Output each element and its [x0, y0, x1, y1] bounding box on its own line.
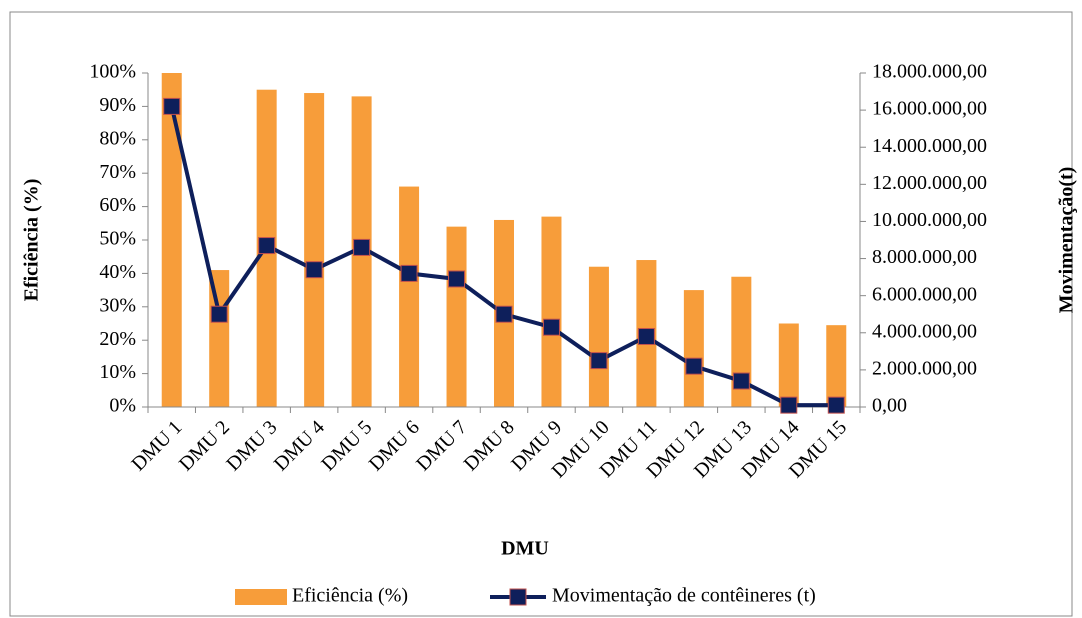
marker	[353, 238, 371, 256]
y-tick-label: 30%	[99, 294, 136, 316]
y2-tick-label: 2.000.000,00	[872, 357, 977, 379]
y2-tick-label: 16.000.000,00	[872, 98, 987, 120]
marker	[827, 396, 845, 414]
marker	[637, 327, 655, 345]
marker	[305, 261, 323, 279]
bar	[541, 216, 562, 407]
legend-swatch	[235, 589, 287, 605]
chart-frame	[9, 11, 1073, 617]
y2-axis-title: Movimentação(t)	[1056, 167, 1078, 314]
marker	[542, 318, 560, 336]
bar	[446, 226, 467, 407]
y-axis-title: Eficiência (%)	[21, 179, 43, 302]
marker	[258, 237, 276, 255]
legend-marker	[509, 588, 527, 606]
bar	[683, 290, 704, 407]
y-tick-label: 50%	[99, 228, 136, 250]
legend-label: Eficiência (%)	[292, 585, 408, 607]
y2-tick-label: 6.000.000,00	[872, 283, 977, 305]
marker	[780, 396, 798, 414]
bar	[826, 325, 847, 407]
y-tick-label: 90%	[99, 94, 136, 116]
marker	[210, 305, 228, 323]
bar	[778, 323, 799, 407]
marker	[495, 305, 513, 323]
bar	[161, 73, 182, 407]
marker	[400, 264, 418, 282]
bar	[399, 186, 420, 407]
y-tick-label: 80%	[99, 127, 136, 149]
marker	[590, 352, 608, 370]
marker	[685, 357, 703, 375]
y2-tick-label: 4.000.000,00	[872, 320, 977, 342]
y-tick-label: 20%	[99, 328, 136, 350]
y-tick-label: 10%	[99, 361, 136, 383]
legend-label: Movimentação de contêineres (t)	[552, 585, 816, 607]
x-axis-title: DMU	[501, 538, 549, 560]
y2-tick-label: 10.000.000,00	[872, 209, 987, 231]
y-tick-label: 70%	[99, 161, 136, 183]
marker	[448, 270, 466, 288]
y2-tick-label: 14.000.000,00	[872, 135, 987, 157]
y-tick-label: 0%	[109, 395, 136, 417]
marker	[163, 97, 181, 115]
bar	[588, 266, 609, 407]
y-tick-label: 60%	[99, 194, 136, 216]
marker	[732, 372, 750, 390]
y-tick-label: 100%	[89, 61, 136, 83]
y2-tick-label: 0,00	[872, 395, 907, 417]
y2-tick-label: 18.000.000,00	[872, 61, 987, 83]
y2-tick-label: 8.000.000,00	[872, 246, 977, 268]
bar	[304, 93, 325, 407]
y2-tick-label: 12.000.000,00	[872, 172, 987, 194]
y-tick-label: 40%	[99, 261, 136, 283]
